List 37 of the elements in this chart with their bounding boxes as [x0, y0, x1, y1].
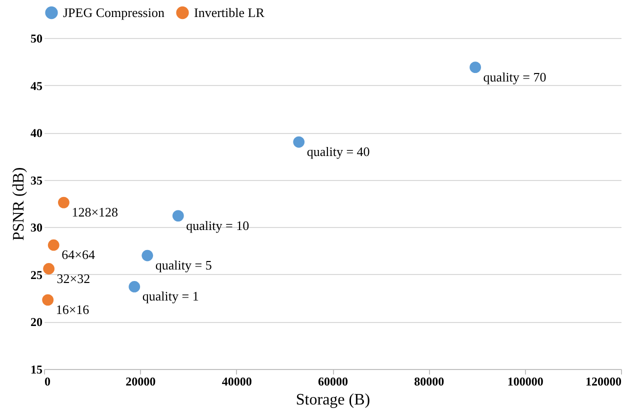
point: [293, 136, 305, 148]
point: [128, 281, 140, 292]
point: [48, 239, 60, 251]
x-tick-label: 20000: [126, 374, 156, 388]
annotation: quality = 70: [483, 69, 546, 84]
point: [142, 250, 154, 262]
annotation: 128×128: [72, 204, 118, 220]
annotation: 16×16: [56, 302, 90, 317]
point: [42, 294, 54, 306]
annotation: quality = 40: [306, 144, 370, 160]
point: [58, 196, 70, 208]
legend-label: Invertible LR: [194, 4, 265, 20]
x-tick-label: 80000: [414, 374, 444, 388]
annotation: 32×32: [56, 270, 90, 286]
x-axis-title: Storage (B): [296, 392, 370, 408]
x-tick-label: 120000: [586, 374, 622, 388]
point: [172, 210, 184, 222]
y-axis-title: PSNR (dB): [10, 167, 28, 241]
y-tick-label: 15: [30, 362, 42, 376]
y-tick-label: 20: [30, 315, 42, 330]
legend-label: JPEG Compression: [63, 4, 165, 20]
y-tick-label: 50: [30, 32, 42, 46]
x-tick-label: 0: [44, 374, 50, 388]
annotation: quality = 5: [155, 258, 212, 273]
annotation: quality = 1: [142, 288, 199, 304]
annotation: quality = 10: [186, 218, 250, 233]
point: [470, 62, 482, 74]
y-tick-label: 30: [30, 220, 42, 235]
x-tick-label: 100000: [507, 374, 544, 388]
x-tick-label: 40000: [222, 374, 252, 388]
x-tick-label: 60000: [318, 374, 348, 388]
y-tick-label: 45: [30, 78, 42, 93]
y-tick-label: 25: [30, 268, 42, 282]
point: [43, 263, 55, 274]
y-tick-label: 40: [30, 126, 42, 140]
annotation: 64×64: [62, 247, 96, 262]
y-tick-label: 35: [30, 173, 42, 188]
